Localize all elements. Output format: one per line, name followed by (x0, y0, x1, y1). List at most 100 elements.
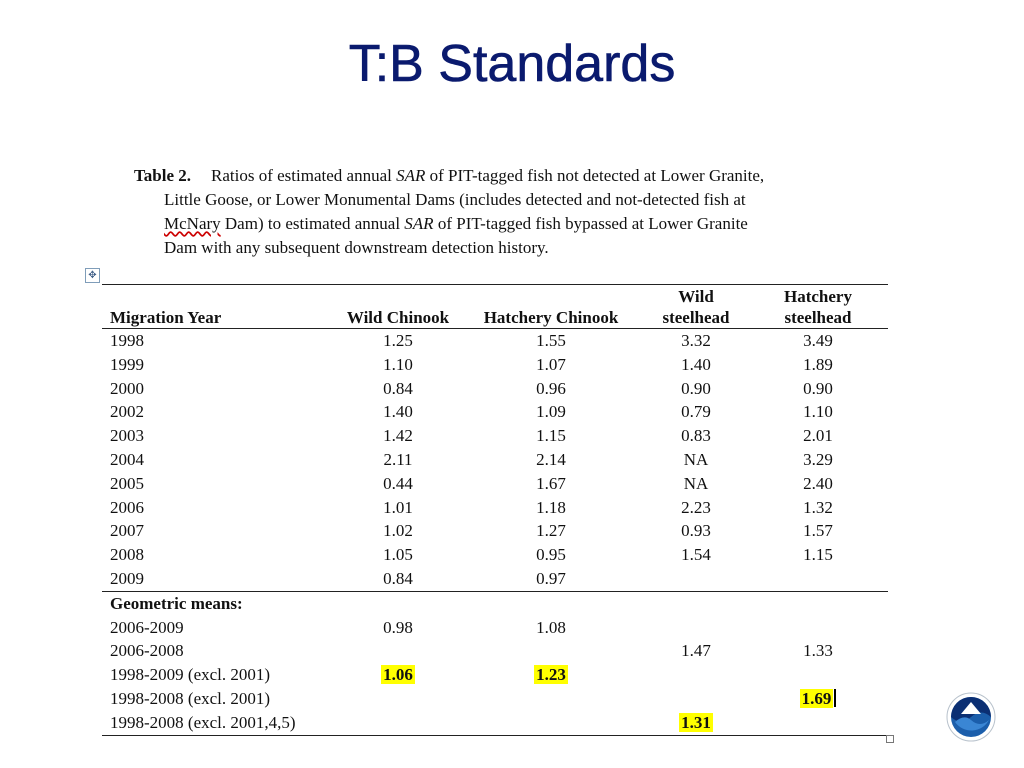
cell-year: 2006 (110, 497, 144, 517)
geo-row: 2006-2009 0.98 1.08 (102, 616, 888, 640)
cell-year: 2000 (110, 378, 144, 398)
highlighted-value: 1.69 (799, 688, 834, 708)
cell-hatchery-steelhead: 1.33 (803, 641, 833, 661)
cell-wild-steelhead: NA (683, 473, 709, 493)
cell-hatchery-steelhead: 1.10 (803, 402, 833, 422)
caption-text-2: Little Goose, or Lower Monumental Dams (… (164, 190, 746, 209)
table-row: 1999 1.10 1.07 1.40 1.89 (102, 353, 888, 377)
cell-wild-steelhead: 3.32 (681, 331, 711, 350)
cell-wild-chinook: 1.25 (383, 331, 413, 350)
cell-wild-chinook: 0.84 (383, 568, 413, 588)
cell-wild-steelhead: 0.93 (681, 521, 711, 541)
cell-hatchery-steelhead: 1.57 (803, 521, 833, 541)
caption-text-1b: of PIT-tagged fish not detected at Lower… (425, 166, 765, 185)
cell-hatchery-chinook: 0.96 (536, 378, 566, 398)
cell-hatchery-chinook (458, 710, 644, 736)
cell-wild-steelhead: 1.47 (681, 641, 711, 661)
cell-wild-chinook: 2.11 (383, 449, 413, 469)
table-row: 2005 0.44 1.67 NA 2.40 (102, 472, 888, 496)
cell-period: 2006-2009 (110, 617, 184, 637)
cell-period: 1998-2009 (excl. 2001) (110, 665, 271, 685)
cell-year: 1998 (110, 331, 144, 350)
cell-hatchery-chinook: 1.23 (458, 663, 644, 687)
geo-row: 1998-2009 (excl. 2001) 1.06 1.23 (102, 663, 888, 687)
cell-year: 2009 (110, 568, 144, 588)
table-header-row: Migration Year Wild Chinook Hatchery Chi… (102, 284, 888, 329)
caption-text-3b: Dam) to estimated annual (220, 214, 405, 233)
cell-wild-chinook: 1.01 (383, 497, 413, 517)
cell-wild-steelhead (644, 567, 748, 591)
table-row: 1998 1.25 1.55 3.32 3.49 (102, 329, 888, 353)
header-wild-steelhead: Wild steelhead (644, 284, 748, 329)
cell-hatchery-steelhead: 1.89 (803, 354, 833, 374)
geometric-means-label: Geometric means: (102, 590, 888, 616)
caption-mcnary: McNary (164, 214, 221, 233)
cell-wild-chinook: 0.84 (383, 378, 413, 398)
cell-hatchery-chinook: 1.27 (536, 521, 566, 541)
cell-hatchery-chinook: 1.55 (536, 331, 566, 350)
cell-hatchery-chinook: 0.97 (536, 568, 566, 588)
cell-hatchery-steelhead: 2.01 (803, 426, 833, 446)
cell-wild-chinook (338, 710, 458, 736)
cell-hatchery-chinook: 1.15 (536, 426, 566, 446)
cell-year: 2005 (110, 473, 144, 493)
caption-sar-1: SAR (396, 166, 426, 185)
table-row: 2003 1.42 1.15 0.83 2.01 (102, 424, 888, 448)
highlighted-value: 1.31 (679, 712, 713, 732)
cell-wild-steelhead (644, 616, 748, 640)
cell-hatchery-chinook: 1.18 (536, 497, 566, 517)
cell-year: 2002 (110, 402, 144, 422)
cell-wild-steelhead: 0.79 (681, 402, 711, 422)
cell-wild-chinook: 1.02 (383, 521, 413, 541)
cell-wild-chinook: 0.98 (383, 617, 413, 637)
cell-year: 2003 (110, 426, 144, 446)
cell-wild-chinook: 0.44 (383, 473, 413, 493)
cell-hatchery-steelhead: 0.90 (803, 378, 833, 398)
noaa-logo-icon (946, 692, 996, 742)
cell-hatchery-chinook: 2.14 (536, 449, 566, 469)
table-resize-handle[interactable] (886, 735, 894, 743)
cell-wild-steelhead: 2.23 (681, 497, 711, 517)
cell-hatchery-chinook: 1.08 (536, 617, 566, 637)
geo-row: 2006-2008 1.47 1.33 (102, 639, 888, 663)
cell-hatchery-chinook: 0.95 (536, 545, 566, 565)
caption-text-4: Dam with any subsequent downstream detec… (164, 238, 549, 257)
caption-label: Table 2. (134, 166, 192, 185)
cell-wild-chinook: 1.42 (383, 426, 413, 446)
cell-wild-steelhead: 1.31 (644, 710, 748, 736)
table-row: 2007 1.02 1.27 0.93 1.57 (102, 519, 888, 543)
caption-text-3c: of PIT-tagged fish bypassed at Lower Gra… (433, 214, 748, 233)
highlighted-value: 1.23 (534, 665, 568, 685)
cell-hatchery-chinook: 1.09 (536, 402, 566, 422)
cell-hatchery-steelhead: 3.49 (803, 331, 833, 350)
geo-row: 1998-2008 (excl. 2001) 1.69 (102, 687, 888, 711)
cell-wild-chinook: 1.06 (338, 663, 458, 687)
table-row: 2002 1.40 1.09 0.79 1.10 (102, 400, 888, 424)
cell-hatchery-chinook: 1.67 (536, 473, 566, 493)
table-caption: Table 2. Ratios of estimated annual SAR o… (134, 164, 914, 260)
highlighted-value: 1.06 (381, 665, 415, 685)
cell-hatchery-steelhead: 1.15 (803, 545, 833, 565)
data-table: Migration Year Wild Chinook Hatchery Chi… (102, 284, 888, 736)
cell-wild-chinook: 1.10 (383, 354, 413, 374)
cell-wild-steelhead: 1.40 (681, 354, 711, 374)
cell-year: 2004 (110, 449, 144, 469)
cell-hatchery-steelhead (748, 663, 888, 687)
cell-period: 2006-2008 (110, 641, 184, 661)
cell-year: 1999 (110, 354, 144, 374)
text-cursor (834, 688, 837, 707)
header-hatchery-steelhead: Hatchery steelhead (748, 284, 888, 329)
cell-wild-steelhead (644, 687, 748, 711)
move-cross-icon[interactable]: ✥ (85, 268, 100, 283)
cell-wild-chinook (338, 639, 458, 663)
cell-year: 2007 (110, 521, 144, 541)
cell-wild-chinook (338, 687, 458, 711)
cell-hatchery-steelhead (748, 567, 888, 591)
cell-hatchery-steelhead (748, 710, 888, 736)
slide-title: T:B Standards (348, 35, 676, 94)
cell-hatchery-steelhead: 1.32 (803, 497, 833, 517)
table-row: 2004 2.11 2.14 NA 3.29 (102, 448, 888, 472)
geo-row: 1998-2008 (excl. 2001,4,5) 1.31 (102, 710, 888, 736)
cell-hatchery-steelhead[interactable]: 1.69 (748, 687, 888, 711)
header-migration-year: Migration Year (102, 284, 338, 329)
